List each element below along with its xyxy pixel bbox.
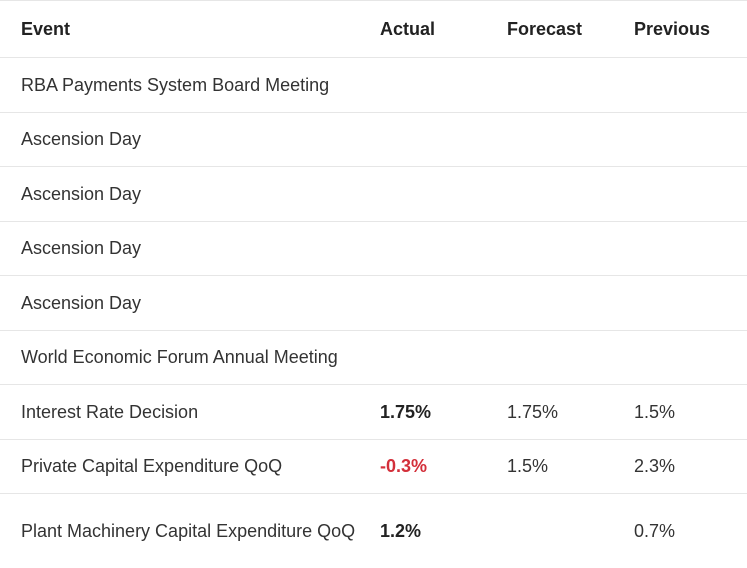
column-header-forecast: Forecast — [507, 0, 634, 58]
forecast-cell — [507, 112, 634, 167]
column-header-previous: Previous — [634, 0, 747, 58]
previous-cell — [634, 330, 747, 385]
actual-cell: 1.75% — [380, 401, 432, 422]
previous-cell — [634, 167, 747, 222]
event-cell: RBA Payments System Board Meeting — [21, 74, 330, 95]
previous-cell: 1.5% — [634, 401, 676, 422]
table-row: Plant Machinery Capital Expenditure QoQ … — [0, 494, 747, 568]
actual-cell — [380, 112, 507, 167]
previous-cell — [634, 58, 747, 113]
previous-cell — [634, 221, 747, 276]
forecast-cell — [507, 58, 634, 113]
actual-cell: 1.2% — [380, 520, 422, 541]
table-row: Ascension Day — [0, 167, 747, 222]
forecast-cell: 1.75% — [507, 401, 559, 422]
event-cell: World Economic Forum Annual Meeting — [21, 347, 338, 368]
table-row: Interest Rate Decision 1.75% 1.75% 1.5% — [0, 385, 747, 439]
header-row: Event Actual Forecast Previous — [0, 0, 747, 58]
previous-cell — [634, 276, 747, 331]
previous-cell — [634, 112, 747, 167]
table-header: Event Actual Forecast Previous — [0, 0, 747, 58]
actual-cell — [380, 330, 507, 385]
column-header-actual: Actual — [380, 0, 507, 58]
event-cell: Ascension Day — [21, 238, 142, 259]
event-cell: Ascension Day — [21, 183, 142, 204]
actual-cell — [380, 276, 507, 331]
event-cell: Ascension Day — [21, 129, 142, 150]
forecast-cell — [507, 494, 634, 568]
forecast-cell — [507, 330, 634, 385]
actual-cell — [380, 58, 507, 113]
table-row: Private Capital Expenditure QoQ -0.3% 1.… — [0, 439, 747, 494]
table-body: RBA Payments System Board Meeting Ascens… — [0, 58, 747, 568]
event-cell: Interest Rate Decision — [21, 401, 199, 422]
actual-cell: -0.3% — [380, 456, 428, 477]
table-row: Ascension Day — [0, 221, 747, 276]
event-cell: Private Capital Expenditure QoQ — [21, 456, 283, 477]
actual-cell — [380, 167, 507, 222]
table-row: Ascension Day — [0, 276, 747, 331]
forecast-cell: 1.5% — [507, 456, 549, 477]
actual-cell — [380, 221, 507, 276]
forecast-cell — [507, 167, 634, 222]
event-cell: Ascension Day — [21, 292, 142, 313]
previous-cell: 0.7% — [634, 520, 676, 541]
forecast-cell — [507, 221, 634, 276]
table-row: World Economic Forum Annual Meeting — [0, 330, 747, 385]
column-header-event: Event — [0, 0, 380, 58]
table-row: RBA Payments System Board Meeting — [0, 58, 747, 113]
event-cell: Plant Machinery Capital Expenditure QoQ — [21, 520, 356, 541]
previous-cell: 2.3% — [634, 456, 676, 477]
table-row: Ascension Day — [0, 112, 747, 167]
forecast-cell — [507, 276, 634, 331]
